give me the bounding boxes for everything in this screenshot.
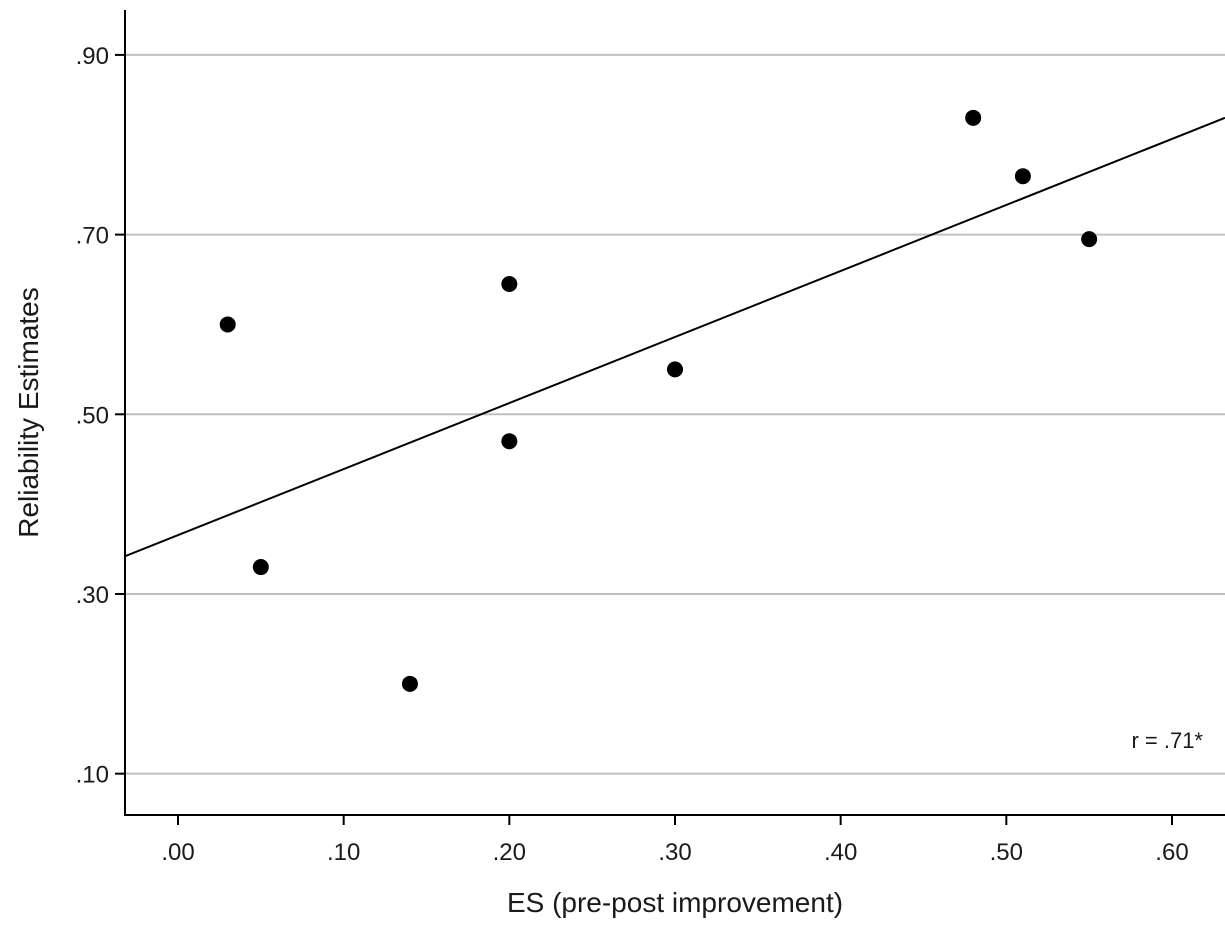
- data-point-0: [219, 316, 236, 333]
- data-point-4: [501, 433, 518, 450]
- y-tick-label-0: .10: [76, 762, 109, 789]
- y-tick-label-3: .70: [76, 223, 109, 250]
- x-axis-title: ES (pre-post improvement): [507, 887, 843, 918]
- y-axis-ticks: .10 .30 .50 .70 .90: [76, 43, 125, 789]
- x-tick-label-2: .20: [493, 839, 526, 866]
- data-point-8: [1081, 231, 1098, 248]
- x-tick-label-1: .10: [327, 839, 360, 866]
- x-tick-label-4: .40: [824, 839, 857, 866]
- x-tick-label-6: .60: [1155, 839, 1188, 866]
- data-point-6: [965, 109, 982, 126]
- x-tick-label-5: .50: [990, 839, 1023, 866]
- data-point-1: [252, 559, 269, 576]
- data-points: [219, 109, 1098, 692]
- x-axis-ticks: .00 .10 .20 .30 .40 .50 .60: [161, 815, 1189, 866]
- y-axis-title: Reliability Estimates: [13, 287, 44, 538]
- correlation-annotation: r = .71*: [1131, 728, 1203, 753]
- data-point-5: [667, 361, 683, 378]
- x-tick-label-0: .00: [161, 839, 194, 866]
- x-tick-label-3: .30: [658, 839, 691, 866]
- y-tick-label-4: .90: [76, 43, 109, 70]
- y-tick-label-2: .50: [76, 402, 109, 429]
- y-tick-label-1: .30: [76, 582, 109, 609]
- data-point-2: [401, 675, 418, 692]
- data-point-7: [1014, 168, 1031, 185]
- data-point-3: [501, 276, 518, 293]
- regression-line: [124, 116, 1225, 558]
- grid-lines: [125, 53, 1225, 775]
